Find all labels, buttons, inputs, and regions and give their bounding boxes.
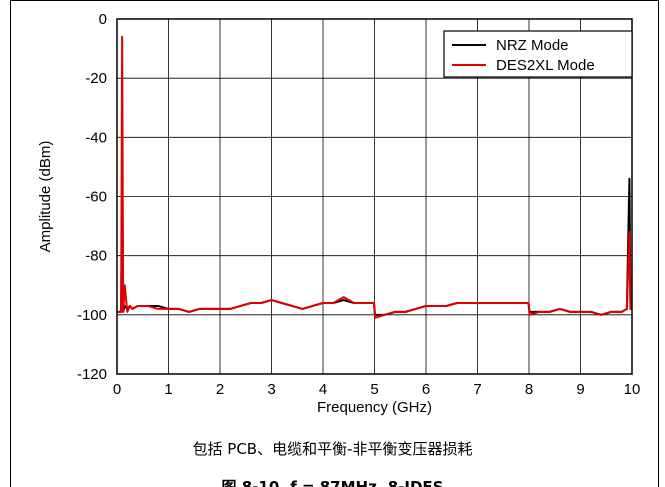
y-tick-label: 0 [99,11,107,28]
x-tick-label: 4 [319,381,327,398]
loss-note: 包括 PCB、电缆和平衡-非平衡变压器损耗 [192,440,473,458]
y-tick-label: -120 [77,366,107,383]
figure-caption: 图 8-10. f = 87MHz, 8-IDES [221,478,444,487]
y-tick-label: -80 [85,248,107,265]
x-tick-label: 8 [525,381,533,398]
legend-label-nrz: NRZ Mode [496,37,569,54]
legend-box [443,30,633,78]
x-tick-label: 5 [370,381,378,398]
series-line-des2xl-mode [117,35,632,319]
legend-label-des2xl: DES2XL Mode [496,57,595,74]
tick-labels: 0 1 2 3 4 5 6 7 8 9 10 0 -20 -40 -60 -80 -100 -120 [77,11,640,398]
y-tick-label: -20 [85,70,107,87]
x-tick-label: 3 [267,381,275,398]
x-tick-label: 0 [113,381,121,398]
legend: NRZ Mode DES2XL Mode [443,30,633,78]
y-tick-label: -40 [85,129,107,146]
x-tick-label: 10 [624,381,641,398]
y-axis-label: Amplitude (dBm) [37,141,54,253]
plot-area-border [116,18,633,375]
y-tick-label: -60 [85,189,107,206]
series-group [117,35,632,319]
x-tick-label: 1 [164,381,172,398]
x-tick-label: 7 [473,381,481,398]
x-axis-label: Frequency (GHz) [317,399,432,416]
y-tick-label: -100 [77,307,107,324]
x-tick-label: 9 [576,381,584,398]
x-tick-label: 2 [216,381,224,398]
x-tick-label: 6 [422,381,430,398]
figure-frame [10,0,659,487]
